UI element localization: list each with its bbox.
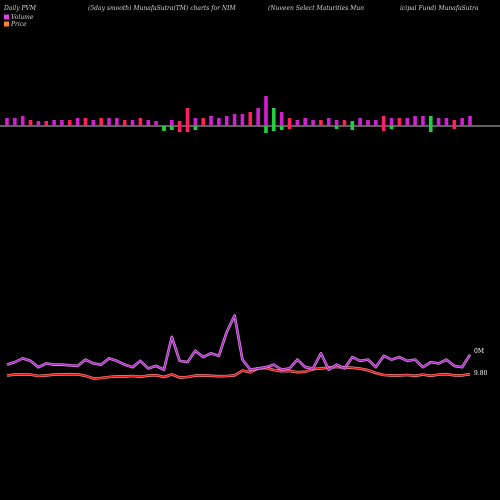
volume-bar-down (177, 126, 182, 132)
volume-bar (185, 108, 190, 126)
volume-bar (436, 118, 441, 126)
volume-bar (177, 121, 182, 126)
header-chart-title: (5day smooth) MunafaSutra(TM) charts for… (88, 5, 236, 12)
volume-bar (67, 120, 72, 126)
volume-bar-down (350, 126, 355, 130)
volume-bar-down (389, 126, 394, 129)
volume-bar-down (162, 126, 166, 131)
volume-bar (374, 120, 378, 126)
volume-bar (115, 118, 119, 126)
volume-bar (381, 116, 386, 126)
volume-bar (428, 116, 433, 126)
volume-bar (44, 121, 49, 126)
volume-bar (279, 112, 284, 126)
volume-bar (240, 114, 245, 126)
volume-bar (334, 120, 339, 126)
volume-bar-down (381, 126, 386, 131)
volume-axis-label: 0M (474, 348, 484, 355)
volume-bar-down (287, 126, 292, 129)
volume-bar (146, 120, 151, 126)
volume-bar (13, 118, 17, 126)
volume-bar (460, 118, 464, 126)
volume-bar (358, 118, 362, 126)
volume-bar (319, 120, 323, 126)
volume-bar (413, 116, 417, 126)
volume-bar (248, 112, 253, 126)
volume-bar-down (279, 126, 284, 130)
volume-bar (5, 118, 9, 126)
volume-bar (217, 118, 221, 126)
volume-bar (28, 120, 33, 126)
legend-volume-swatch (4, 14, 9, 20)
legend-price-swatch (4, 21, 9, 27)
volume-bars (5, 96, 472, 133)
volume-bar (303, 118, 307, 126)
legend-price-label: Price (10, 21, 27, 28)
volume-bar-down (185, 126, 190, 132)
volume-bar (122, 120, 127, 126)
volume-bar (83, 118, 88, 126)
volume-bar (350, 121, 355, 126)
header-daily-pvm: Daily PVM (3, 5, 37, 12)
price-line (6, 366, 471, 380)
volume-bar (452, 120, 457, 126)
volume-bar (405, 118, 410, 126)
volume-bar (326, 118, 331, 126)
volume-bar (193, 118, 198, 126)
volume-bar-down (334, 126, 339, 129)
volume-bar (138, 118, 143, 126)
volume-bar (36, 121, 41, 126)
volume-bar (99, 118, 103, 126)
volume-bar-down (428, 126, 433, 132)
volume-bar (232, 114, 237, 126)
volume-bar-down (452, 126, 457, 129)
volume-bar (170, 120, 174, 126)
volume-bar (154, 121, 158, 126)
volume-bar-down (264, 126, 268, 133)
volume-bar (60, 120, 64, 126)
volume-bar (287, 118, 292, 126)
volume-bar (264, 96, 268, 126)
volume-bar (295, 120, 300, 126)
volume-bar-down (170, 126, 174, 130)
volume-bar (20, 116, 25, 126)
volume-bar (201, 118, 205, 126)
volume-line (6, 314, 471, 371)
volume-bar (444, 118, 449, 126)
volume-bar (468, 116, 472, 126)
volume-bar (389, 118, 394, 126)
legend-volume-label: Volume (11, 14, 34, 21)
volume-bar (366, 120, 370, 126)
volume-bar-down (272, 126, 276, 131)
volume-bar (209, 116, 213, 126)
header-fund-name: (Nuveen Select Maturities Mun (268, 5, 364, 12)
volume-bar-down (193, 126, 198, 130)
volume-bar (224, 116, 229, 126)
volume-bar (397, 118, 402, 126)
volume-bar (91, 120, 96, 126)
header-fund-name-cont: icipal Fund) MunafaSutra (400, 5, 479, 12)
volume-bar (75, 118, 80, 126)
volume-bar (421, 116, 425, 126)
volume-bar (256, 108, 260, 126)
volume-bar (130, 120, 135, 126)
price-axis-label: 9.80 (474, 370, 488, 377)
volume-bar (52, 120, 56, 126)
volume-bar (342, 120, 347, 126)
volume-bar (272, 108, 276, 126)
volume-bar (311, 120, 315, 126)
volume-bar (107, 118, 111, 126)
